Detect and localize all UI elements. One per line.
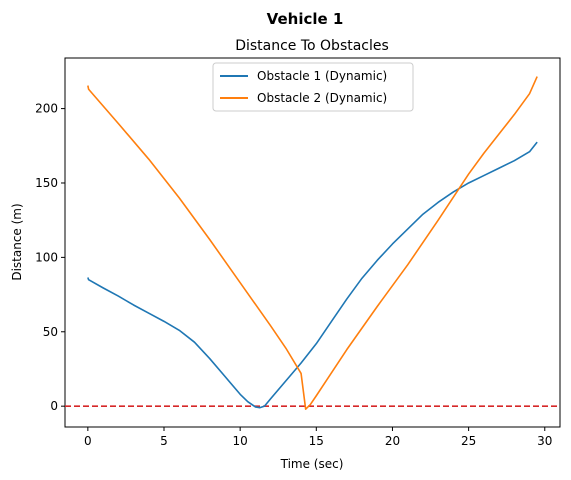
series-layer (87, 76, 538, 410)
y-tick-label: 0 (50, 399, 58, 413)
axes-frame (64, 57, 561, 428)
legend-label-obstacle-1: Obstacle 1 (Dynamic) (257, 69, 387, 83)
series-line-obstacle-2 (87, 76, 538, 410)
y-tick-label: 50 (43, 325, 58, 339)
y-tick-label: 150 (35, 176, 58, 190)
x-tick-label: 30 (537, 434, 552, 448)
x-tick-label: 15 (309, 434, 324, 448)
y-tick-label: 100 (35, 250, 58, 264)
x-tick-label: 10 (233, 434, 248, 448)
y-tick-label: 200 (35, 102, 58, 116)
x-tick-label: 25 (461, 434, 476, 448)
legend: Obstacle 1 (Dynamic) Obstacle 2 (Dynamic… (212, 62, 414, 112)
x-tick-label: 20 (385, 434, 400, 448)
legend-label-obstacle-2: Obstacle 2 (Dynamic) (257, 91, 387, 105)
figure-suptitle: Vehicle 1 (267, 10, 344, 28)
plot-area: 0 5 10 15 20 25 30 0 50 100 150 200 (35, 57, 561, 448)
y-axis-label: Distance (m) (10, 203, 24, 280)
y-axis-ticks: 0 50 100 150 200 (35, 102, 65, 413)
x-tick-label: 0 (84, 434, 92, 448)
legend-box (212, 62, 414, 112)
x-axis-label: Time (sec) (280, 457, 344, 471)
x-axis-ticks: 0 5 10 15 20 25 30 (84, 427, 552, 448)
chart-title: Distance To Obstacles (235, 38, 389, 54)
x-tick-label: 5 (160, 434, 168, 448)
